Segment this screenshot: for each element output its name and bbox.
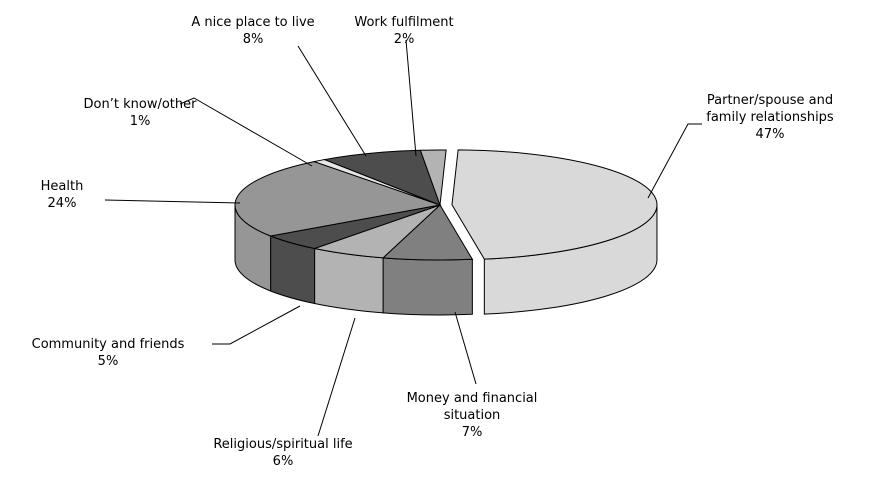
slice-label: Money and financial situation 7% [385, 390, 560, 441]
value-label: 5% [97, 354, 119, 369]
slice-side [314, 247, 384, 314]
slice-label: Work fulfilment 2% [354, 14, 453, 48]
leader-line [454, 311, 477, 385]
category-label: Community and friends [31, 337, 185, 352]
category-label: Health [40, 179, 84, 194]
category-label: Partner/spouse and family relationships [706, 93, 834, 125]
slice [234, 161, 442, 237]
leader-line [317, 317, 356, 437]
category-label: Religious/spiritual life [213, 437, 353, 452]
leader-line [297, 45, 367, 157]
slice-label: Community and friends 5% [32, 336, 185, 370]
slice-label: Religious/spiritual life 6% [213, 436, 352, 470]
slice-side [382, 257, 473, 316]
leader-line [179, 97, 313, 167]
leader-line [647, 123, 702, 199]
slice [322, 149, 441, 206]
category-label: A nice place to live [191, 15, 315, 30]
value-label: 24% [47, 196, 77, 211]
leader-line [405, 39, 417, 157]
leader-line [104, 199, 241, 204]
slice [419, 149, 447, 206]
slice-label: Partner/spouse and family relationships 4… [685, 92, 855, 143]
category-label: Money and financial situation [406, 391, 538, 423]
slice-label: A nice place to live 8% [191, 14, 314, 48]
slice-label: Health 24% [41, 178, 84, 212]
slice-label: Don’t know/other 1% [84, 96, 197, 130]
category-label: Don’t know/other [83, 97, 197, 112]
leader-line [212, 305, 301, 345]
value-label: 1% [129, 114, 151, 129]
value-label: 6% [272, 454, 294, 469]
category-label: Work fulfilment [354, 15, 454, 30]
value-label: 7% [461, 425, 483, 440]
value-label: 47% [755, 127, 785, 142]
value-label: 2% [393, 32, 415, 47]
value-label: 8% [242, 32, 264, 47]
slice [451, 149, 658, 260]
